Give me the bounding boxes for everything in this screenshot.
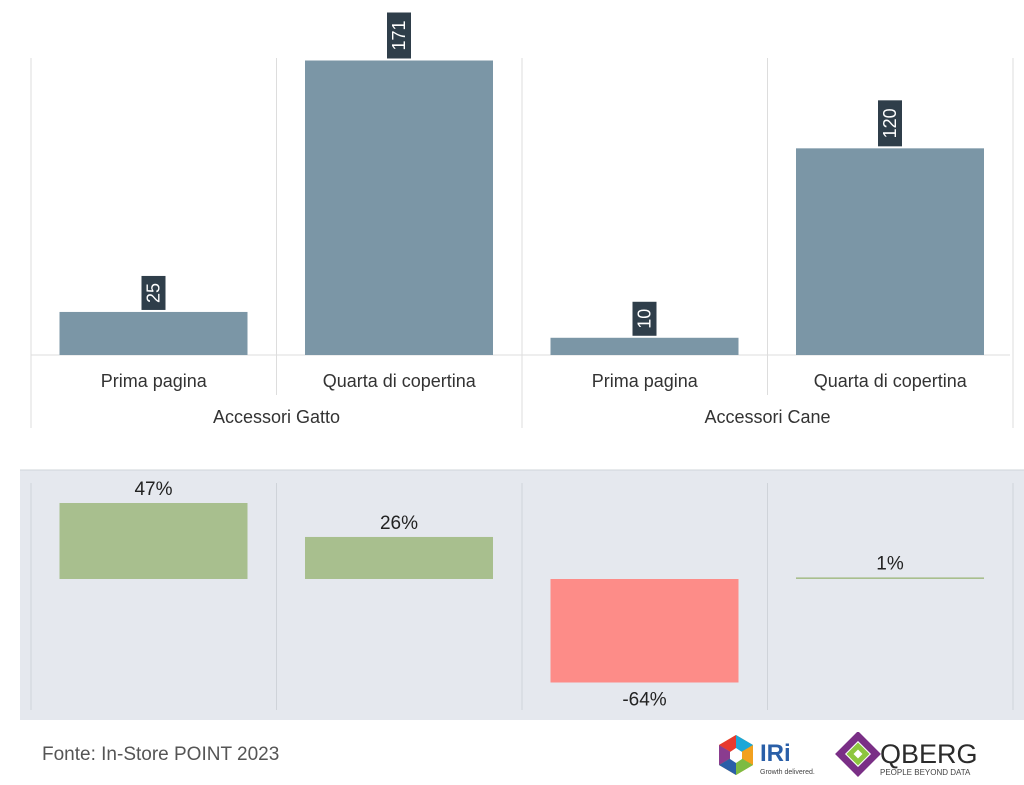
value-label: -64% [622,689,666,710]
value-label: 25 [144,283,164,303]
value-label-background [632,301,657,336]
value-label-background [141,275,166,310]
group-label: Accessori Cane [704,407,830,427]
bar [550,337,739,355]
value-label: 171 [389,20,409,50]
category-label: Prima pagina [592,371,699,391]
category-label: Quarta di copertina [814,371,968,391]
source-note: Fonte: In-Store POINT 2023 [42,744,280,765]
iri-logo-tagline: Growth delivered. [760,769,815,776]
bar [305,60,493,355]
bar [59,311,248,355]
category-label: Quarta di copertina [323,371,477,391]
group-label: Accessori Gatto [213,407,340,427]
value-label: 120 [880,108,900,138]
category-label: Prima pagina [101,371,208,391]
bar-positive [59,503,248,579]
qberg-logo-tagline: PEOPLE BEYOND DATA [880,768,971,777]
logos: IRi Growth delivered. QBERG PEOPLE BEYON… [719,732,978,777]
value-label: 47% [134,479,172,500]
bar-positive [305,536,493,579]
iri-logo-icon [719,735,753,775]
bar-positive [796,577,984,579]
value-label-background [878,100,902,147]
chart: 25 Prima pagina 171 Quarta di copertina Acce… [20,12,1024,720]
value-label: 10 [635,309,655,329]
value-label-background [387,12,411,59]
bar-negative [550,579,739,683]
iri-logo-text: IRi [760,740,791,767]
value-label: 1% [876,553,904,574]
value-label: 26% [380,513,418,534]
qberg-logo-text: QBERG [880,739,978,769]
bar [796,148,984,355]
qberg-logo-icon [835,732,881,777]
